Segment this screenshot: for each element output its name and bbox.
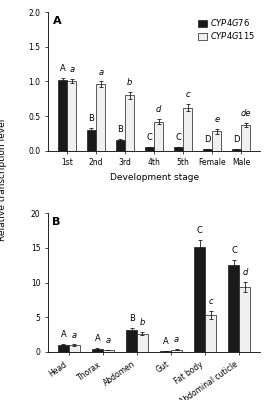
Text: C: C — [231, 246, 237, 255]
Bar — [229, 265, 239, 352]
Bar — [58, 345, 69, 352]
Text: a: a — [174, 335, 179, 344]
Text: c: c — [209, 297, 213, 306]
Bar — [126, 330, 137, 352]
X-axis label: Development stage: Development stage — [110, 173, 199, 182]
Text: B: B — [129, 314, 135, 323]
Bar — [116, 140, 125, 151]
Text: e: e — [214, 115, 219, 124]
Bar — [239, 287, 250, 352]
Text: B: B — [53, 217, 61, 227]
Text: A: A — [61, 330, 66, 339]
Bar — [171, 350, 182, 352]
Text: D: D — [233, 135, 240, 144]
Bar — [212, 131, 221, 151]
Text: C: C — [147, 133, 152, 142]
Bar — [67, 81, 76, 151]
Bar — [103, 350, 114, 352]
Bar — [183, 108, 192, 151]
Text: de: de — [240, 109, 251, 118]
Text: C: C — [176, 133, 181, 142]
Bar — [205, 315, 216, 352]
Text: a: a — [69, 66, 74, 74]
Text: d: d — [242, 268, 248, 277]
Text: A: A — [53, 16, 61, 26]
Bar — [58, 80, 67, 151]
Bar — [125, 95, 134, 151]
Text: b: b — [127, 78, 132, 87]
Text: a: a — [106, 336, 111, 345]
Text: B: B — [118, 125, 123, 134]
Bar — [96, 84, 105, 151]
Bar — [174, 147, 183, 151]
Bar — [241, 125, 250, 151]
Text: a: a — [98, 68, 103, 76]
Bar — [87, 130, 96, 151]
Bar — [160, 351, 171, 352]
Text: C: C — [197, 226, 203, 235]
Text: a: a — [72, 330, 77, 340]
Text: D: D — [204, 135, 211, 144]
Bar — [232, 149, 241, 151]
Bar — [154, 122, 163, 151]
Text: B: B — [88, 114, 94, 123]
Text: b: b — [140, 318, 145, 327]
Bar — [145, 147, 154, 151]
Bar — [92, 348, 103, 352]
Text: Relative transcription level: Relative transcription level — [0, 119, 7, 241]
Bar — [69, 345, 80, 352]
Bar — [194, 246, 205, 352]
Text: A: A — [59, 64, 65, 73]
Bar — [137, 334, 148, 352]
Text: A: A — [95, 334, 100, 343]
Text: d: d — [156, 105, 161, 114]
Bar — [203, 149, 212, 151]
Text: c: c — [185, 90, 190, 100]
Legend: $\it{CYP4G76}$, $\it{CYP4G115}$: $\it{CYP4G76}$, $\it{CYP4G115}$ — [198, 16, 256, 42]
Text: A: A — [163, 337, 169, 346]
